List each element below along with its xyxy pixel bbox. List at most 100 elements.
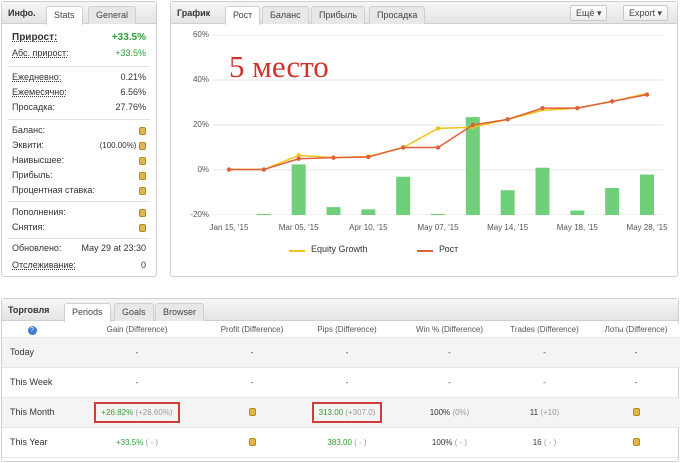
- deposits-label: Пополнения:: [12, 207, 66, 217]
- tab-profit[interactable]: Прибыль: [311, 6, 366, 24]
- point[interactable]: [644, 92, 650, 97]
- point[interactable]: [296, 156, 301, 161]
- trade-panel: Торговля Periods Goals Browser ? Gain (D…: [1, 298, 680, 462]
- col-gain[interactable]: Gain (Difference): [62, 323, 212, 338]
- tab-periods[interactable]: Periods: [64, 303, 111, 322]
- tab-stats[interactable]: Stats: [46, 6, 83, 25]
- lock-icon[interactable]: [632, 438, 640, 447]
- point[interactable]: [540, 105, 545, 111]
- tab-goals[interactable]: Goals: [114, 303, 154, 321]
- bar: [326, 207, 341, 215]
- x-tick-label: Mar 05, '15: [278, 223, 319, 232]
- col-win[interactable]: Win % (Difference): [402, 323, 497, 338]
- point[interactable]: [366, 154, 371, 160]
- withdrawals-label: Снятия:: [12, 222, 45, 232]
- export-button[interactable]: Export ▾: [623, 5, 669, 21]
- profit-row: Прибыль:: [12, 170, 146, 183]
- lock-icon[interactable]: [632, 408, 640, 417]
- point[interactable]: [261, 167, 267, 172]
- period-label: This Year: [2, 427, 62, 458]
- lock-icon[interactable]: [139, 223, 146, 232]
- highest-row: Наивысшее:: [12, 155, 146, 168]
- table-row: This Year +33.5% ( - ) 383.00 ( - ) 100%…: [2, 427, 680, 458]
- pips-value: 383.00: [327, 437, 352, 447]
- lock-icon[interactable]: [248, 408, 256, 417]
- win-diff: (0%): [452, 407, 470, 417]
- monthly-value: 6.56%: [120, 87, 146, 97]
- drawdown-label: Просадка:: [12, 102, 55, 112]
- point[interactable]: [505, 117, 510, 122]
- gain-cell: +33.5% ( - ): [62, 427, 212, 458]
- gain-value: +33.5%: [111, 32, 146, 43]
- x-tick-label: May 07, '15: [417, 223, 459, 232]
- info-icon[interactable]: ?: [2, 323, 62, 338]
- pips-cell: -: [292, 337, 402, 368]
- tab-drawdown[interactable]: Просадка: [369, 6, 426, 24]
- tab-growth[interactable]: Рост: [225, 6, 261, 25]
- col-lots[interactable]: Лоты (Difference): [592, 323, 680, 338]
- withdrawals-row: Снятия:: [12, 222, 146, 235]
- export-button-label: Export: [629, 8, 656, 18]
- bar: [640, 174, 654, 215]
- tracking-label[interactable]: Отслеживание:: [12, 260, 76, 270]
- deposits-row: Пополнения:: [12, 207, 146, 220]
- win-cell: 100% ( - ): [402, 427, 497, 458]
- bar: [605, 188, 620, 215]
- col-pips[interactable]: Pips (Difference): [292, 323, 402, 338]
- win-cell: -: [402, 367, 497, 398]
- updated-value: May 29 at 23:30: [81, 243, 146, 253]
- more-button[interactable]: Ещё ▾: [570, 5, 608, 21]
- tab-balance[interactable]: Баланс: [262, 6, 309, 24]
- lock-icon[interactable]: [139, 156, 146, 165]
- legend: Equity Growth Рост: [281, 244, 581, 258]
- profit-cell: [212, 427, 292, 458]
- table-header-row: ? Gain (Difference) Profit (Difference) …: [2, 323, 680, 338]
- pips-cell: 383.00 ( - ): [292, 427, 402, 458]
- point[interactable]: [435, 126, 441, 131]
- chart-panel: График Рост Баланс Прибыль Просадка Ещё …: [170, 1, 678, 277]
- lock-icon[interactable]: [139, 126, 146, 135]
- point[interactable]: [609, 99, 615, 104]
- lock-icon[interactable]: [139, 186, 146, 195]
- updated-row: Обновлено: May 29 at 23:30: [12, 243, 146, 256]
- legend-label-equity[interactable]: Equity Growth: [311, 244, 368, 254]
- trades-cell: 16 ( - ): [497, 427, 592, 458]
- tab-general[interactable]: General: [88, 6, 137, 24]
- lock-icon[interactable]: [139, 208, 146, 217]
- highlight-box: +26.82% (+26.60%): [94, 401, 180, 423]
- divider: [8, 66, 150, 67]
- lock-icon[interactable]: [139, 171, 146, 180]
- gain-label: Прирост:: [12, 32, 58, 43]
- trade-table: ? Gain (Difference) Profit (Difference) …: [2, 323, 680, 458]
- profit-cell: -: [212, 337, 292, 368]
- point[interactable]: [331, 155, 336, 160]
- point[interactable]: [575, 105, 580, 111]
- trades-value: 16: [532, 437, 542, 447]
- point[interactable]: [470, 122, 476, 128]
- lock-icon[interactable]: [139, 141, 146, 150]
- daily-label: Ежедневно:: [12, 72, 62, 82]
- point[interactable]: [400, 145, 406, 150]
- chevron-down-icon: ▾: [657, 8, 663, 18]
- col-profit[interactable]: Profit (Difference): [212, 323, 292, 338]
- info-panel: Инфо. Stats General Прирост: +33.5% Абс.…: [1, 1, 157, 277]
- point[interactable]: [435, 145, 441, 150]
- win-diff: ( - ): [454, 437, 468, 447]
- bar: [431, 213, 445, 215]
- col-trades[interactable]: Trades (Difference): [497, 323, 592, 338]
- tab-browser[interactable]: Browser: [155, 303, 205, 321]
- y-tick-label: -20%: [190, 210, 209, 219]
- updated-label: Обновлено:: [12, 243, 62, 253]
- highlight-box: 313.00 (+307.0): [311, 401, 383, 423]
- lock-icon[interactable]: [248, 438, 256, 447]
- y-tick-label: 0%: [197, 165, 209, 174]
- win-cell: 100% (0%): [402, 397, 497, 428]
- legend-label-growth[interactable]: Рост: [439, 244, 459, 254]
- equity-row: Эквити: (100.00%): [12, 140, 146, 153]
- point[interactable]: [296, 153, 301, 158]
- point[interactable]: [226, 167, 232, 172]
- monthly-label: Ежемесячно:: [12, 87, 67, 97]
- chart-panel-header: График Рост Баланс Прибыль Просадка Ещё …: [171, 2, 677, 25]
- x-tick-label: Apr 10, '15: [349, 223, 388, 232]
- gain-row: Прирост: +33.5%: [12, 32, 146, 45]
